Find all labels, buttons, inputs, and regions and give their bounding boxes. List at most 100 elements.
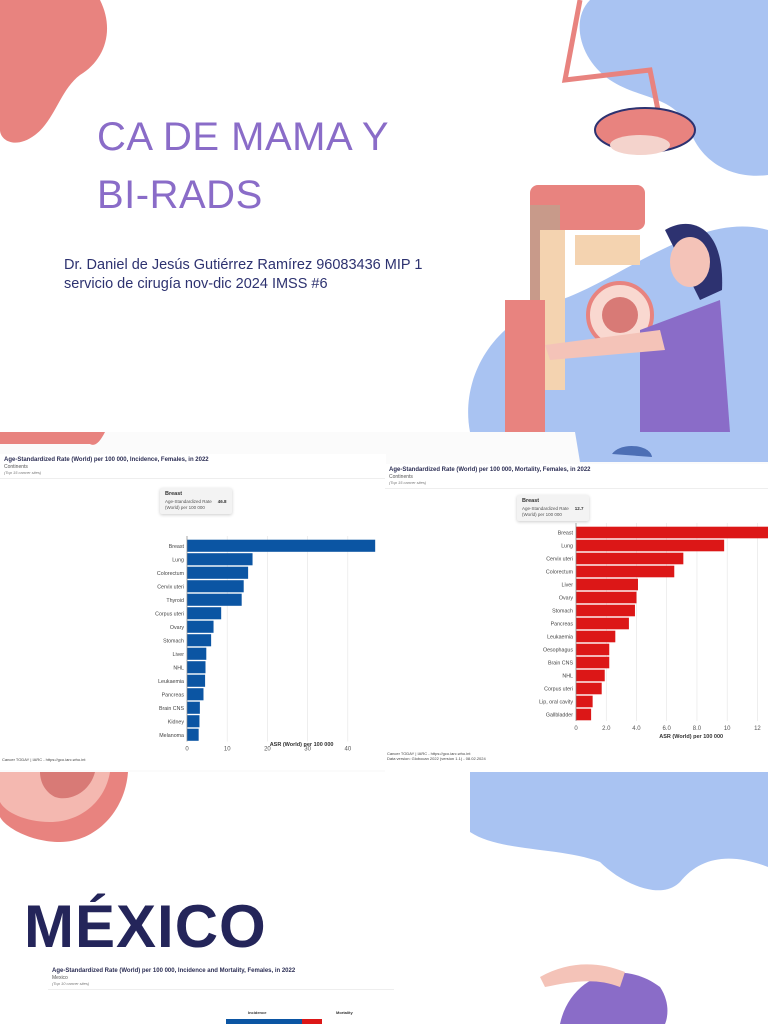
presentation-title: CA DE MAMA Y BI-RADS xyxy=(97,108,389,224)
bar-pancreas[interactable] xyxy=(187,688,204,701)
tooltip-text: Age-Standardized Rate (World) per 100 000… xyxy=(522,506,584,518)
y-tick-label: Brain CNS xyxy=(159,706,184,712)
y-tick-label: Lung xyxy=(561,544,573,550)
bar-lung[interactable] xyxy=(576,539,725,552)
bar-breast[interactable] xyxy=(187,539,376,552)
title-line-2: BI-RADS xyxy=(97,173,263,217)
bar-leukaemia[interactable] xyxy=(576,630,616,643)
bar-liver[interactable] xyxy=(576,578,638,591)
incidence-chart: Age-Standardized Rate (World) per 100 00… xyxy=(0,454,386,770)
tooltip-desc-1: Age-Standardized Rate xyxy=(165,499,212,504)
mammography-machine-icon xyxy=(505,185,654,432)
bar-leukaemia[interactable] xyxy=(187,674,206,687)
bar-corpus-uteri[interactable] xyxy=(187,607,222,620)
bar-colorectum[interactable] xyxy=(187,566,249,579)
mortality-chart: Age-Standardized Rate (World) per 100 00… xyxy=(385,464,768,772)
chart-header: Age-Standardized Rate (World) per 100 00… xyxy=(385,464,768,489)
bar-stomach[interactable] xyxy=(187,634,212,647)
tooltip-value: 12.7 xyxy=(574,506,584,511)
bar-ovary[interactable] xyxy=(576,591,637,604)
chart-tooltip: Breast Age-Standardized Rate (World) per 1… xyxy=(517,495,589,521)
service-info: servicio de cirugía nov-dic 2024 IMSS #6 xyxy=(64,276,328,292)
tooltip-value: 46.8 xyxy=(217,499,227,504)
y-tick-label: Leukaemia xyxy=(158,679,184,685)
x-tick-label: 30 xyxy=(304,747,311,753)
mexico-chart: Age-Standardized Rate (World) per 100 00… xyxy=(48,965,394,1024)
footer-source: Cancer TODAY | IARC - https://gco.iarc.w… xyxy=(387,751,471,756)
title-line-1: CA DE MAMA Y xyxy=(97,115,390,159)
chart-plot: 0 10 20 30 40 Breast Lung Colorectum Cervix uter… xyxy=(155,536,376,753)
tooltip-label: Breast xyxy=(522,498,540,504)
bar-melanoma[interactable] xyxy=(187,728,199,741)
slide-decoration xyxy=(0,772,768,1024)
bar-nhl[interactable] xyxy=(576,669,605,682)
chart-subtitle: Continents xyxy=(389,474,413,480)
x-tick-label: 0 xyxy=(185,747,189,753)
y-tick-label: Corpus uteri xyxy=(155,611,184,617)
bar-nhl[interactable] xyxy=(187,661,206,674)
bar-corpus-uteri[interactable] xyxy=(576,682,602,695)
y-tick-label: Gallbladder xyxy=(546,713,573,719)
x-tick-label: 8.0 xyxy=(693,726,702,732)
y-tick-label: NHL xyxy=(562,674,573,680)
y-tick-label: Stomach xyxy=(163,638,184,644)
charts-slide: Age-Standardized Rate (World) per 100 00… xyxy=(0,432,768,772)
y-tick-label: Ovary xyxy=(559,596,573,602)
bar-brain-cns[interactable] xyxy=(576,656,610,669)
x-tick-label: 0 xyxy=(574,726,578,732)
tooltip-desc-1: Age-Standardized Rate xyxy=(522,506,569,511)
patient-hair xyxy=(560,972,668,1024)
section-title: MÉXICO xyxy=(24,893,267,960)
bar-breast[interactable] xyxy=(576,526,768,539)
chart-tooltip: Breast Age-Standardized Rate (World) per 1… xyxy=(160,488,232,514)
chart-note: (Top 15 cancer sites) xyxy=(389,480,427,485)
bar-lip-oral-cavity[interactable] xyxy=(576,695,593,708)
y-tick-label: Leukaemia xyxy=(547,635,573,641)
bar-pancreas[interactable] xyxy=(576,617,629,630)
bar-ovary[interactable] xyxy=(187,620,214,633)
y-tick-label: Pancreas xyxy=(162,692,185,698)
blue-blob xyxy=(470,772,768,891)
x-axis-label: ASR (World) per 100 000 xyxy=(270,742,334,748)
slide-decoration xyxy=(0,0,768,432)
chart-note: (Top 15 cancer sites) xyxy=(4,470,42,475)
blue-blob xyxy=(579,0,768,176)
mexico-slide: MÉXICO Age-Standardized Rate (World) per… xyxy=(0,772,768,1024)
bar-gallbladder[interactable] xyxy=(576,708,592,721)
bar-cervix-uteri[interactable] xyxy=(576,552,684,565)
x-tick-label: 10 xyxy=(224,747,231,753)
chart-title: Age-Standardized Rate (World) per 100 00… xyxy=(52,968,296,974)
y-tick-label: Breast xyxy=(169,544,185,550)
y-tick-label: Oesophagus xyxy=(543,648,573,654)
y-tick-label: Liver xyxy=(562,583,574,589)
y-tick-label: Ovary xyxy=(170,625,184,631)
bar-brain-cns[interactable] xyxy=(187,701,200,714)
bar-kidney[interactable] xyxy=(187,715,200,728)
bar-thyroid[interactable] xyxy=(187,593,242,606)
chart-footer: Cancer TODAY | IARC - https://gco.iarc.w… xyxy=(2,757,85,762)
chart-subtitle: Mexico xyxy=(52,975,68,981)
x-tick-label: 4.0 xyxy=(632,726,641,732)
bar-liver[interactable] xyxy=(187,647,207,660)
y-tick-label: Cervix uteri xyxy=(546,557,573,563)
y-tick-label: Melanoma xyxy=(159,733,184,739)
y-tick-label: Kidney xyxy=(168,719,185,725)
footer-version: Data version: Globocan 2022 (version 1.1… xyxy=(387,756,486,761)
tooltip-desc: Age-Standardized Rate (World) per 100 000 xyxy=(165,499,212,511)
x-tick-label: 40 xyxy=(344,747,351,753)
bar-stomach[interactable] xyxy=(576,604,635,617)
tooltip-desc-2: (World) per 100 000 xyxy=(522,512,562,517)
bar-colorectum[interactable] xyxy=(576,565,675,578)
y-tick-label: Colorectum xyxy=(157,571,185,577)
bar-lung[interactable] xyxy=(187,553,253,566)
chart-plot: 0 2.0 4.0 6.0 8.0 10 12 Breast Lung Cervix uteri C… xyxy=(539,523,768,740)
x-tick-label: 10 xyxy=(724,726,731,732)
y-tick-label: Colorectum xyxy=(546,570,574,576)
patient-illustration xyxy=(545,223,730,432)
bar-cervix-uteri[interactable] xyxy=(187,580,244,593)
bar-mortality xyxy=(302,1019,322,1024)
bar-oesophagus[interactable] xyxy=(576,643,610,656)
y-tick-label: Lung xyxy=(172,557,184,563)
footer-source: Cancer TODAY | IARC - https://gco.iarc.w… xyxy=(2,757,86,762)
y-tick-label: Lip, oral cavity xyxy=(539,700,573,706)
